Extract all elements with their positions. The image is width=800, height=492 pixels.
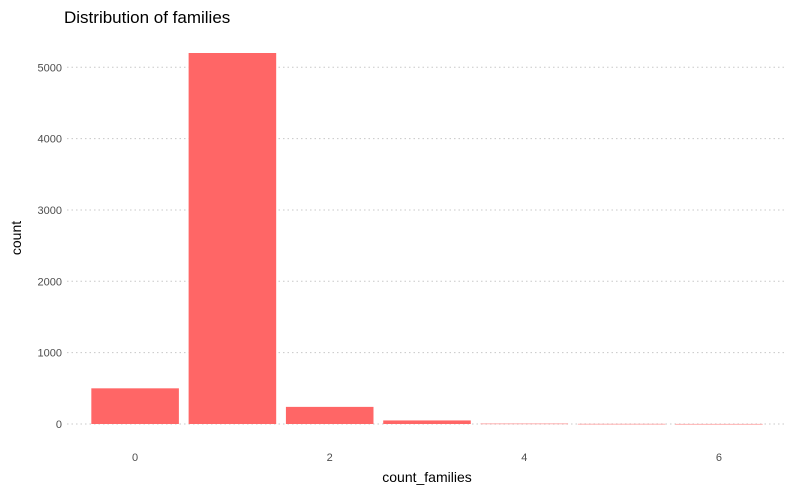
y-tick-label: 5000 (38, 62, 62, 74)
bar-count-families-3 (383, 420, 471, 424)
bar-count-families-0 (91, 388, 179, 424)
x-tick-label: 6 (716, 452, 722, 464)
bar-count-families-4 (480, 423, 569, 425)
bar-count-families-2 (285, 406, 374, 424)
bar-count-families-1 (188, 53, 277, 424)
chart-title: Distribution of families (64, 8, 230, 27)
x-tick-label: 0 (132, 452, 138, 464)
y-tick-label: 1000 (38, 348, 62, 360)
bars (91, 53, 763, 425)
x-tick-label: 2 (327, 452, 333, 464)
y-tick-label: 2000 (38, 276, 62, 288)
x-axis-ticks: 0 2 4 6 (132, 452, 722, 464)
y-tick-label: 3000 (38, 205, 62, 217)
grid-lines (67, 66, 787, 425)
bar-count-families-5 (577, 423, 666, 425)
bar-count-families-6 (675, 423, 763, 425)
x-axis-title: count_families (382, 469, 472, 485)
y-axis-ticks: 0 1000 2000 3000 4000 5000 (38, 62, 62, 431)
y-tick-label: 0 (56, 419, 62, 431)
x-tick-label: 4 (521, 452, 527, 464)
y-tick-label: 4000 (38, 134, 62, 146)
y-axis-title: count (8, 221, 24, 255)
